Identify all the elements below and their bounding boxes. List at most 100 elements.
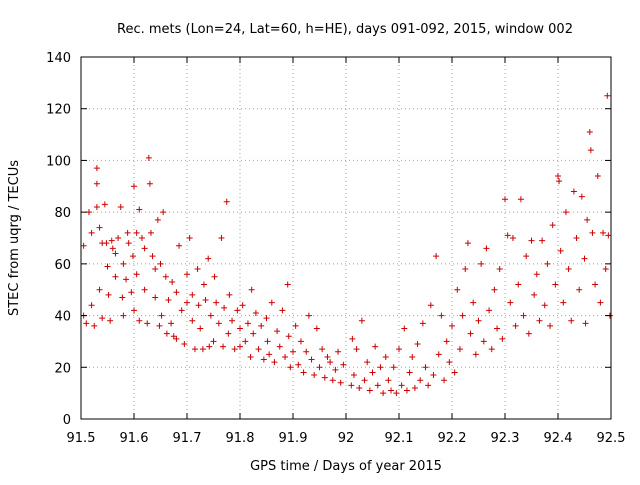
y-tick-label: 0 bbox=[63, 413, 71, 428]
data-point bbox=[115, 235, 122, 241]
data-point bbox=[237, 343, 243, 350]
data-point bbox=[586, 128, 593, 135]
data-point bbox=[220, 343, 227, 350]
data-point bbox=[93, 203, 100, 210]
x-tick-label: 92.5 bbox=[597, 431, 626, 446]
data-point bbox=[539, 237, 546, 244]
data-point bbox=[176, 242, 183, 249]
data-point bbox=[337, 379, 344, 386]
data-point bbox=[547, 322, 554, 329]
data-point bbox=[388, 387, 395, 394]
data-point bbox=[350, 372, 357, 379]
data-point bbox=[425, 382, 432, 389]
data-point bbox=[242, 338, 249, 345]
data-point bbox=[419, 320, 426, 327]
data-point bbox=[488, 346, 495, 353]
data-point bbox=[533, 271, 540, 278]
data-point bbox=[144, 320, 151, 327]
x-tick-label: 92.4 bbox=[544, 431, 573, 446]
data-point bbox=[366, 387, 373, 394]
data-point bbox=[131, 307, 137, 314]
data-point bbox=[531, 291, 538, 298]
x-tick-label: 91.8 bbox=[226, 431, 255, 446]
ticks-layer bbox=[80, 56, 612, 420]
data-point bbox=[93, 180, 100, 187]
data-point bbox=[99, 315, 106, 322]
data-point bbox=[300, 369, 307, 376]
data-point bbox=[486, 307, 493, 314]
data-point bbox=[154, 216, 161, 223]
data-point bbox=[390, 364, 397, 371]
data-point bbox=[141, 245, 148, 252]
data-point bbox=[504, 232, 511, 239]
data-point bbox=[215, 320, 222, 327]
data-point bbox=[125, 240, 132, 247]
data-point bbox=[184, 271, 190, 278]
data-point bbox=[403, 387, 410, 394]
data-point bbox=[467, 330, 474, 337]
data-point bbox=[509, 235, 516, 241]
data-point bbox=[266, 351, 273, 358]
data-point bbox=[210, 338, 217, 345]
data-point bbox=[221, 304, 228, 311]
data-point bbox=[417, 377, 424, 384]
data-point bbox=[597, 299, 604, 306]
data-point bbox=[279, 307, 286, 314]
data-point bbox=[435, 351, 442, 358]
x-axis-label: GPS time / Days of year 2015 bbox=[250, 459, 442, 474]
data-point bbox=[199, 346, 206, 353]
data-point bbox=[194, 266, 201, 273]
data-point bbox=[136, 317, 143, 324]
data-point bbox=[133, 229, 140, 236]
data-point bbox=[361, 377, 368, 384]
x-tick-label: 92 bbox=[338, 431, 355, 446]
data-point bbox=[211, 273, 218, 280]
data-point bbox=[163, 330, 170, 337]
data-point bbox=[264, 338, 271, 345]
data-point bbox=[146, 180, 153, 187]
x-tick-label: 91.5 bbox=[67, 431, 96, 446]
data-point bbox=[443, 338, 450, 345]
data-point bbox=[369, 369, 376, 376]
data-point bbox=[285, 333, 292, 340]
data-point bbox=[523, 253, 530, 260]
data-point bbox=[229, 317, 236, 324]
data-point bbox=[544, 260, 551, 267]
data-point bbox=[356, 384, 363, 391]
data-point bbox=[202, 297, 209, 304]
data-point bbox=[459, 312, 466, 319]
data-point bbox=[108, 237, 115, 244]
data-point bbox=[112, 250, 119, 257]
data-point bbox=[340, 361, 347, 368]
data-point bbox=[382, 353, 389, 360]
x-tick-label: 91.7 bbox=[173, 431, 202, 446]
data-point bbox=[223, 198, 230, 205]
data-point bbox=[456, 346, 463, 353]
data-point bbox=[358, 317, 365, 324]
data-point bbox=[104, 263, 111, 270]
data-point bbox=[472, 351, 479, 358]
data-point bbox=[131, 183, 137, 190]
data-point bbox=[541, 302, 548, 309]
data-point bbox=[517, 196, 524, 203]
data-point bbox=[327, 359, 334, 366]
data-point bbox=[258, 322, 265, 329]
data-point bbox=[560, 299, 567, 306]
data-point bbox=[491, 286, 498, 293]
data-point bbox=[101, 201, 108, 208]
data-point bbox=[181, 341, 188, 348]
data-points-layer bbox=[80, 92, 613, 397]
data-point bbox=[247, 353, 254, 360]
data-point bbox=[480, 338, 487, 345]
data-point bbox=[157, 260, 164, 267]
data-point bbox=[406, 369, 413, 376]
data-point bbox=[295, 361, 302, 368]
data-point bbox=[145, 154, 152, 161]
data-point bbox=[252, 309, 259, 316]
data-point bbox=[205, 255, 212, 262]
data-point bbox=[206, 343, 213, 350]
data-point bbox=[422, 364, 429, 371]
data-point bbox=[109, 245, 116, 252]
data-point bbox=[200, 281, 207, 288]
